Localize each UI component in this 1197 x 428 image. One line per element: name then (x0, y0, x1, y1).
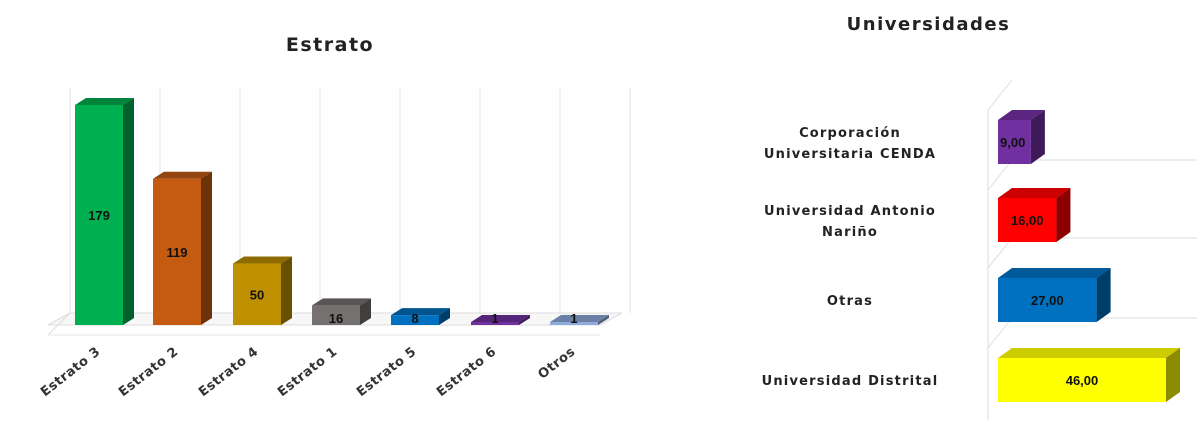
univ-bar-otras: 27,00 (998, 268, 1111, 322)
universidades-chart-plot: 9,00 Corporación Universitaria CENDA 16,00 U… (762, 79, 1197, 420)
estrato-tick-label: Otros (535, 344, 578, 382)
estrato-bar-estrato-3: 179 (75, 98, 134, 325)
estrato-tick-label: Estrato 1 (275, 344, 340, 400)
univ-value-label: 16,00 (1011, 213, 1044, 228)
universidades-chart-title: Universidades (846, 14, 1011, 35)
estrato-bar-estrato-1: 16 (312, 298, 371, 326)
bar-side (439, 308, 450, 325)
univ-value-label: 9,00 (1000, 135, 1025, 150)
estrato-tick-label: Estrato 2 (116, 344, 181, 400)
bar-side (598, 315, 609, 325)
bar-side (123, 98, 134, 325)
bar-front (75, 105, 123, 325)
bar-top (391, 308, 450, 316)
estrato-value-label: 16 (329, 311, 343, 326)
univ-category-label: Corporación Universitaria CENDA (764, 126, 936, 162)
bar-front (233, 263, 281, 325)
bar-top (998, 188, 1071, 198)
estrato-bar-estrato-5: 8 (391, 308, 450, 326)
estrato-bar-estrato-6: 1 (471, 311, 530, 326)
univ-gridline (987, 317, 1013, 349)
bar-top (471, 315, 530, 322)
estrato-chart: Estrato 179 Estrato 3 119 Estrato 2 50 Estrat… (38, 34, 631, 400)
estrato-value-label: 8 (411, 311, 418, 326)
estrato-tick-label: Estrato 3 (38, 344, 103, 400)
univ-gridline (987, 79, 1013, 111)
estrato-tick-label: Estrato 5 (354, 344, 419, 400)
estrato-axis-edge (47, 312, 71, 336)
estrato-bar-estrato-4: 50 (233, 256, 292, 325)
bar-top (998, 348, 1180, 358)
bar-side (1166, 348, 1180, 402)
estrato-chart-title: Estrato (285, 34, 375, 56)
bar-side (281, 256, 292, 325)
bar-side (1096, 268, 1111, 322)
univ-bar-corporacion-universitaria-cenda: 9,00 (998, 110, 1045, 164)
univ-gridlines (987, 79, 1197, 420)
univ-gridline (987, 237, 1013, 269)
estrato-value-label: 1 (491, 311, 498, 326)
bar-top (153, 171, 212, 179)
bar-top (998, 110, 1045, 120)
bar-front (471, 322, 519, 325)
univ-value-label: 27,00 (1031, 293, 1064, 308)
bar-side (360, 298, 371, 325)
bar-front (153, 178, 201, 325)
estrato-value-label: 50 (250, 287, 264, 302)
estrato-value-label: 119 (167, 245, 188, 260)
bar-front (312, 305, 360, 325)
estrato-chart-plot: 179 Estrato 3 119 Estrato 2 50 Estrato 4 16 Est… (38, 88, 631, 400)
bar-top (233, 256, 292, 264)
univ-value-label: 46,00 (1066, 373, 1099, 388)
estrato-value-label: 1 (570, 311, 577, 326)
bar-front (998, 120, 1031, 164)
univ-category-label: Otras (827, 294, 873, 309)
bar-top (75, 98, 134, 105)
univ-gridline (987, 159, 1013, 191)
estrato-bar-otros: 1 (550, 311, 609, 326)
univ-bar-universidad-distrital: 46,00 (998, 348, 1180, 402)
bar-side (1056, 188, 1071, 242)
bar-top (312, 298, 371, 306)
estrato-value-label: 179 (88, 208, 110, 223)
bar-side (201, 171, 212, 325)
estrato-bar-estrato-2: 119 (153, 171, 212, 325)
bar-top (998, 268, 1111, 278)
bar-front (550, 322, 598, 325)
bar-side (1030, 110, 1045, 164)
bar-front (998, 198, 1057, 242)
univ-bar-universidad-antonio-narino: 16,00 (998, 188, 1071, 242)
bar-front (391, 315, 439, 325)
univ-category-label: Universidad Distrital (762, 374, 939, 389)
bar-front (998, 358, 1166, 402)
bar-side (519, 315, 530, 325)
bar-front (998, 278, 1097, 322)
bar-top (550, 315, 609, 322)
universidades-chart: Universidades 9,00 Corporación Universitar… (660, 0, 1197, 428)
estrato-tick-label: Estrato 6 (434, 344, 499, 400)
estrato-tick-label: Estrato 4 (196, 344, 261, 400)
univ-category-label: Universidad Antonio Nariño (764, 204, 936, 240)
